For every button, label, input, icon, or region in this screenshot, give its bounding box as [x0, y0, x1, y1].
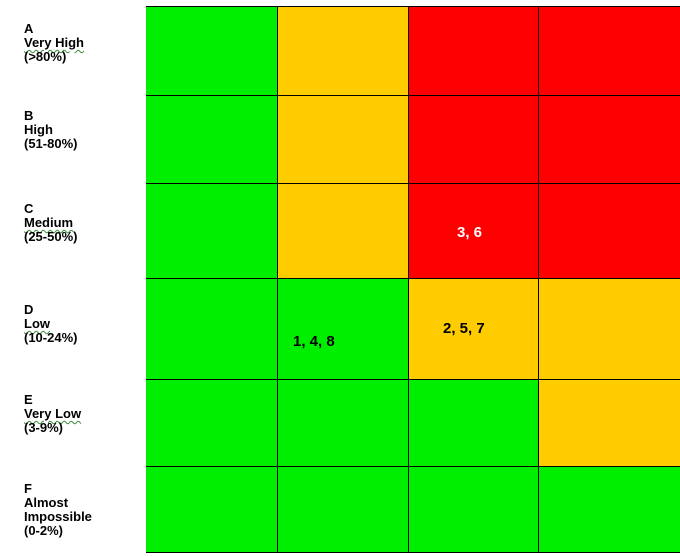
matrix-cell-b-4: [539, 96, 680, 183]
matrix-cell-d-2: 1, 4, 8: [278, 279, 408, 379]
row-name: Medium: [24, 215, 74, 230]
row-range: (0-2%): [24, 523, 64, 538]
matrix-cell-c-3: 3, 6: [409, 184, 538, 278]
row-letter: C: [24, 201, 34, 216]
risk-item-label: 3, 6: [457, 224, 483, 241]
row-range: (51-80%): [24, 136, 78, 151]
row-range: (25-50%): [24, 229, 78, 244]
matrix-cell-a-3: [409, 7, 538, 95]
row-label-e: E Very Low (3-9%): [24, 393, 144, 435]
matrix-cell-d-3: 2, 5, 7: [409, 279, 538, 379]
matrix-cell-b-2: [278, 96, 408, 183]
matrix-cell-d-4: [539, 279, 680, 379]
matrix-cell-e-2: [278, 380, 408, 466]
row-letter: E: [24, 392, 33, 407]
matrix-cell-f-1: [146, 467, 277, 552]
row-range: (>80%): [24, 49, 67, 64]
row-range: (10-24%): [24, 330, 78, 345]
row-name: Very Low: [24, 406, 82, 421]
row-name: Low: [24, 316, 50, 331]
row-letter: B: [24, 108, 34, 123]
risk-item-label: 2, 5, 7: [443, 320, 485, 337]
row-label-c: C Medium (25-50%): [24, 202, 144, 244]
row-range: (3-9%): [24, 420, 64, 435]
row-label-d: D Low (10-24%): [24, 303, 144, 345]
risk-matrix: 3, 6 1, 4, 8 2, 5, 7: [146, 6, 680, 553]
row-label-b: B High (51-80%): [24, 109, 144, 151]
matrix-cell-c-4: [539, 184, 680, 278]
matrix-cell-a-4: [539, 7, 680, 95]
matrix-cell-e-1: [146, 380, 277, 466]
row-name: Very High: [24, 35, 84, 50]
matrix-cell-f-2: [278, 467, 408, 552]
matrix-cell-b-3: [409, 96, 538, 183]
matrix-cell-e-3: [409, 380, 538, 466]
matrix-cell-c-2: [278, 184, 408, 278]
row-letter: A: [24, 21, 34, 36]
row-labels: A Very High (>80%) B High (51-80%) C Medium (25-…: [0, 0, 146, 556]
matrix-cell-f-3: [409, 467, 538, 552]
matrix-cell-e-4: [539, 380, 680, 466]
row-letter: D: [24, 302, 34, 317]
row-letter: F: [24, 481, 32, 496]
row-name: Almost: [24, 495, 69, 510]
risk-item-label: 1, 4, 8: [293, 333, 335, 350]
row-label-a: A Very High (>80%): [24, 22, 144, 64]
row-name: High: [24, 122, 53, 137]
matrix-cell-b-1: [146, 96, 277, 183]
matrix-cell-c-1: [146, 184, 277, 278]
matrix-cell-a-1: [146, 7, 277, 95]
row-label-f: F Almost Impossible (0-2%): [24, 482, 144, 538]
matrix-cell-a-2: [278, 7, 408, 95]
matrix-cell-f-4: [539, 467, 680, 552]
row-name-continued: Impossible: [24, 509, 92, 524]
matrix-cell-d-1: [146, 279, 277, 379]
